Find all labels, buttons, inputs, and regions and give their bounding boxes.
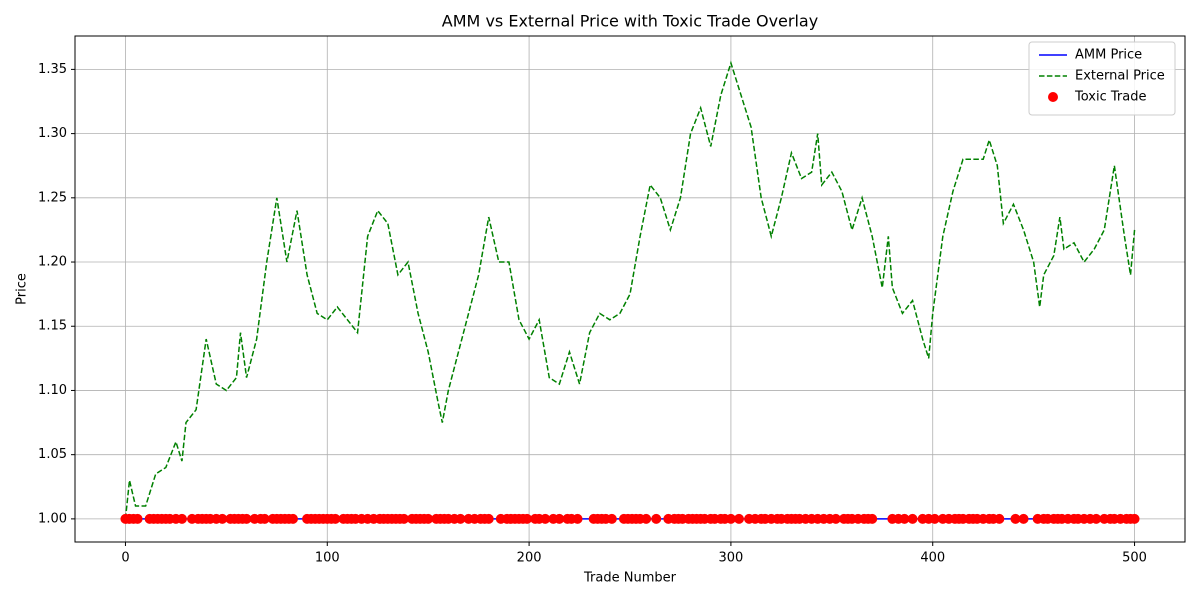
toxic-trade-point (217, 513, 228, 524)
toxic-trade-point (606, 513, 617, 524)
x-tick-label: 300 (718, 551, 743, 566)
y-tick-label: 1.05 (38, 447, 67, 462)
toxic-trade-point (455, 513, 466, 524)
toxic-trade-point (483, 513, 494, 524)
toxic-trade-point (733, 513, 744, 524)
toxic-trade-point (1010, 513, 1021, 524)
toxic-trade-point (259, 513, 270, 524)
x-tick-label: 200 (517, 551, 542, 566)
toxic-trade-point (522, 513, 533, 524)
y-tick-label: 1.30 (38, 126, 67, 141)
chart-title: AMM vs External Price with Toxic Trade O… (442, 12, 818, 31)
x-tick-label: 500 (1122, 551, 1147, 566)
toxic-trade-point (929, 513, 940, 524)
y-tick-label: 1.00 (38, 511, 67, 526)
toxic-trade-point (651, 513, 662, 524)
price-line (124, 60, 1136, 519)
toxic-trade-point (641, 513, 652, 524)
toxic-trade-point (423, 513, 434, 524)
toxic-trade-point (867, 513, 878, 524)
toxic-trade-point (1018, 513, 1029, 524)
toxic-trade-point (572, 513, 583, 524)
y-tick-label: 1.15 (38, 319, 67, 334)
y-axis-label: Price (15, 273, 30, 305)
toxic-trade-point (1091, 513, 1102, 524)
legend-label: External Price (1075, 69, 1165, 84)
y-tick-label: 1.35 (38, 62, 67, 77)
y-tick-label: 1.25 (38, 190, 67, 205)
toxic-trade-point (554, 513, 565, 524)
toxic-trade-point (830, 513, 841, 524)
x-tick-label: 400 (920, 551, 945, 566)
legend-marker (1048, 92, 1058, 102)
toxic-trade-point (994, 513, 1005, 524)
legend-box (1028, 41, 1176, 116)
toxic-trade-point (540, 513, 551, 524)
toxic-trade-point (899, 513, 910, 524)
toxic-trade-point (132, 513, 143, 524)
grid (75, 36, 1185, 542)
legend-label: Toxic Trade (1074, 90, 1146, 105)
y-tick-label: 1.20 (38, 255, 67, 270)
legend: AMM Price External Price Toxic Trade (1028, 41, 1176, 116)
toxic-trade-point (330, 513, 341, 524)
plot-area (120, 60, 1140, 524)
toxic-trade-point (725, 513, 736, 524)
axes-frame (74, 35, 1186, 543)
x-axis-label: Trade Number (583, 571, 677, 586)
x-tick-label: 0 (121, 551, 129, 566)
y-tick-label: 1.10 (38, 383, 67, 398)
x-tick-label: 100 (315, 551, 340, 566)
toxic-trade-point (1129, 513, 1140, 524)
axes: 0 100 200 300 400 500 1.00 1.05 1.10 1.15 1.20 1.25… (38, 62, 1147, 566)
toxic-trade-point (287, 513, 298, 524)
toxic-trade-point (398, 513, 409, 524)
toxic-trade-point (907, 513, 918, 524)
toxic-trade-point (241, 513, 252, 524)
toxic-trade-point (176, 513, 187, 524)
legend-label: AMM Price (1075, 48, 1142, 63)
